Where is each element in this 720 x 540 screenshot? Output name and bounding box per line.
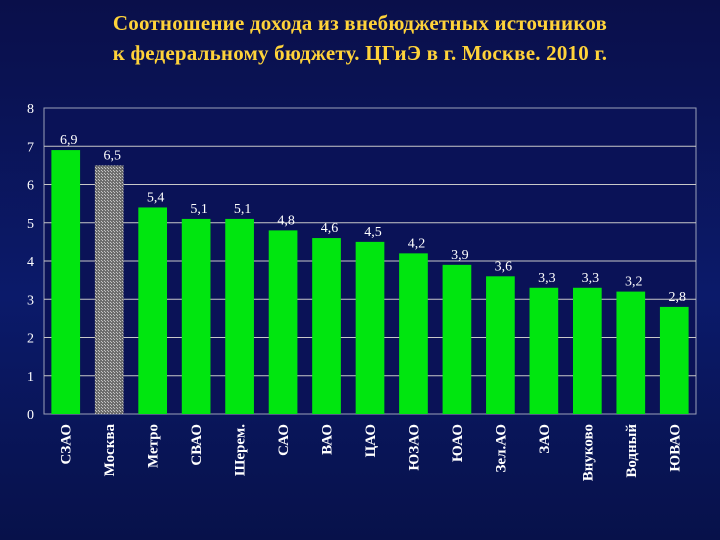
- category-label: САО: [276, 424, 292, 456]
- y-tick-label: 5: [27, 217, 34, 232]
- bar: [442, 264, 472, 414]
- bars: [51, 150, 689, 414]
- bar: [616, 291, 646, 414]
- chart-title-line-2: к федеральному бюджету. ЦГиЭ в г. Москве…: [112, 41, 608, 65]
- category-label: Москва: [102, 424, 118, 477]
- data-label: 6,5: [103, 148, 121, 163]
- data-label: 3,9: [451, 248, 469, 263]
- bar: [486, 276, 515, 414]
- y-tick-label: 6: [27, 179, 34, 194]
- data-label: 5,1: [234, 202, 252, 217]
- data-label: 2,8: [669, 290, 687, 305]
- data-label: 6,9: [60, 133, 78, 148]
- data-label: 5,4: [147, 190, 165, 205]
- y-tick-label: 0: [27, 408, 34, 423]
- bar: [529, 287, 559, 414]
- category-label: Внуково: [580, 424, 596, 481]
- data-label: 3,3: [538, 271, 556, 286]
- data-label: 4,2: [408, 236, 426, 251]
- bar: [355, 241, 385, 414]
- bar: [181, 218, 211, 414]
- bar: [572, 287, 602, 414]
- data-labels: 6,9 6,5 5,4 5,1 5,1 4,8 4,6 4,5 4,2 3,9 3,6 3,3 3,3 3…: [60, 133, 686, 305]
- category-label: ЗАО: [537, 424, 553, 454]
- category-label: ЮЗАО: [406, 424, 422, 471]
- data-label: 4,5: [364, 225, 382, 240]
- data-label: 4,8: [277, 213, 295, 228]
- y-tick-label: 8: [27, 102, 34, 117]
- category-label: Зел.АО: [493, 424, 509, 473]
- bar: [138, 207, 168, 414]
- bar: [312, 238, 341, 414]
- bar: [94, 165, 124, 414]
- x-axis-categories: СЗАО Москва Метро СВАО Шерем. САО ВАО ЦАО ЮЗАО ЮА…: [59, 424, 684, 482]
- y-tick-label: 7: [27, 140, 34, 155]
- category-label: ЦАО: [363, 424, 379, 457]
- data-label: 5,1: [190, 202, 208, 217]
- y-tick-label: 4: [27, 255, 34, 270]
- y-tick-label: 2: [27, 332, 34, 347]
- bar: [51, 150, 81, 414]
- bar: [659, 306, 689, 414]
- data-label: 4,6: [321, 221, 339, 236]
- category-label: ЮАО: [450, 424, 466, 462]
- bar: [268, 230, 298, 414]
- y-tick-label: 1: [27, 370, 34, 385]
- chart-title-line-1: Соотношение дохода из внебюджетных источ…: [112, 11, 608, 35]
- bar: [399, 253, 428, 414]
- bar: [225, 218, 254, 414]
- category-label: СВАО: [189, 424, 205, 466]
- category-label: ЮВАО: [667, 424, 683, 472]
- category-label: ВАО: [320, 424, 336, 455]
- category-label: Метро: [146, 424, 162, 468]
- category-label: Шерем.: [233, 424, 249, 476]
- data-label: 3,3: [582, 271, 600, 286]
- chart-title: Соотношение дохода из внебюджетных источ…: [0, 8, 720, 68]
- category-label: Водный: [624, 424, 640, 478]
- y-tick-label: 3: [27, 293, 34, 308]
- data-label: 3,6: [495, 259, 513, 274]
- category-label: СЗАО: [59, 424, 75, 465]
- y-axis-ticks: 0 1 2 3 4 5 6 7 8: [27, 102, 34, 423]
- data-label: 3,2: [625, 275, 643, 290]
